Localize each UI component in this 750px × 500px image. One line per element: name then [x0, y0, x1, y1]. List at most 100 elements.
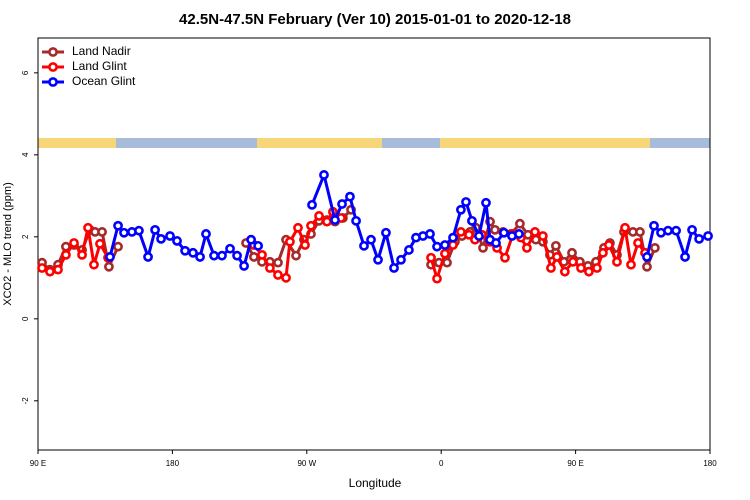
data-point: [134, 225, 144, 236]
data-point: [671, 225, 682, 236]
data-point: [291, 250, 301, 261]
data-point: [37, 263, 47, 273]
data-point: [396, 254, 406, 265]
data-point: [373, 254, 383, 265]
data-point: [104, 261, 114, 272]
data-point: [404, 245, 414, 255]
data-point: [345, 191, 355, 202]
data-point: [490, 224, 500, 235]
data-point: [592, 263, 602, 273]
data-point: [448, 232, 458, 243]
data-point: [440, 240, 450, 250]
data-point: [694, 233, 704, 244]
data-point: [265, 263, 275, 273]
data-point: [253, 240, 264, 251]
data-point: [432, 273, 442, 284]
data-point: [180, 245, 190, 256]
x-tick-label: 90 W: [297, 459, 316, 468]
data-point: [232, 250, 242, 261]
data-point: [300, 240, 310, 250]
data-point: [530, 227, 540, 237]
data-point: [246, 234, 256, 245]
land-ocean-strip: [38, 138, 710, 148]
data-point: [522, 242, 532, 253]
x-tick-label: 180: [166, 459, 180, 468]
data-point: [514, 229, 524, 239]
data-point: [567, 247, 577, 258]
data-point: [703, 231, 713, 241]
data-point: [537, 231, 548, 241]
data-point: [491, 238, 501, 248]
data-point: [281, 272, 291, 283]
data-point: [156, 233, 166, 244]
data-point: [61, 249, 71, 260]
data-point: [461, 197, 471, 207]
data-point: [97, 227, 107, 237]
data-point: [53, 264, 63, 275]
data-point: [257, 249, 267, 260]
x-axis-label: Longitude: [349, 476, 402, 490]
data-point: [150, 224, 160, 235]
data-point: [642, 261, 652, 272]
data-point: [389, 263, 399, 273]
legend-marker: [48, 47, 58, 57]
legend-marker: [48, 62, 58, 72]
land-band: [257, 138, 382, 148]
data-point: [456, 227, 466, 237]
y-tick-label: 4: [21, 152, 30, 157]
data-point: [649, 220, 659, 231]
data-point: [598, 247, 608, 258]
data-point: [514, 218, 525, 229]
land-band: [38, 138, 116, 148]
data-point: [680, 252, 690, 262]
y-tick-label: -2: [21, 397, 30, 405]
data-point: [359, 240, 369, 251]
data-point: [456, 204, 466, 215]
legend-label: Ocean Glint: [72, 74, 136, 88]
data-point: [172, 236, 182, 246]
data-point: [195, 252, 205, 262]
x-tick-label: 90 E: [30, 459, 46, 468]
data-point: [612, 256, 622, 267]
data-point: [663, 225, 673, 236]
data-point: [351, 215, 361, 226]
y-tick-label: 0: [21, 316, 30, 321]
data-point: [649, 242, 660, 253]
data-point: [330, 215, 340, 225]
data-point: [249, 252, 259, 262]
data-point: [467, 215, 477, 226]
data-point: [89, 259, 99, 270]
data-point: [307, 199, 317, 210]
data-point: [442, 257, 452, 268]
data-point: [293, 222, 303, 233]
data-point: [500, 252, 510, 263]
data-point: [113, 220, 123, 231]
legend-label: Land Nadir: [72, 44, 131, 58]
y-axis-label: XCO2 - MLO trend (ppm): [2, 182, 14, 305]
data-point: [687, 224, 697, 235]
land-band: [440, 138, 650, 148]
data-point: [440, 248, 450, 259]
data-point: [113, 241, 123, 252]
x-tick-label: 90 E: [567, 459, 583, 468]
data-point: [188, 247, 198, 258]
data-point: [273, 270, 283, 280]
x-tick-label: 180: [703, 459, 717, 468]
data-point: [499, 227, 509, 238]
data-point: [568, 256, 578, 267]
data-point: [635, 227, 645, 237]
data-point: [633, 238, 643, 248]
y-tick-label: 2: [21, 234, 30, 239]
data-point: [322, 216, 332, 227]
data-point: [559, 266, 570, 277]
data-point: [481, 197, 491, 208]
data-point: [552, 252, 562, 262]
data-point: [239, 261, 249, 271]
chart-title: 42.5N-47.5N February (Ver 10) 2015-01-01…: [179, 11, 571, 28]
data-point: [285, 236, 295, 247]
x-tick-label: 0: [439, 459, 444, 468]
data-point: [201, 229, 211, 239]
data-point: [546, 263, 556, 273]
data-point: [45, 266, 55, 277]
